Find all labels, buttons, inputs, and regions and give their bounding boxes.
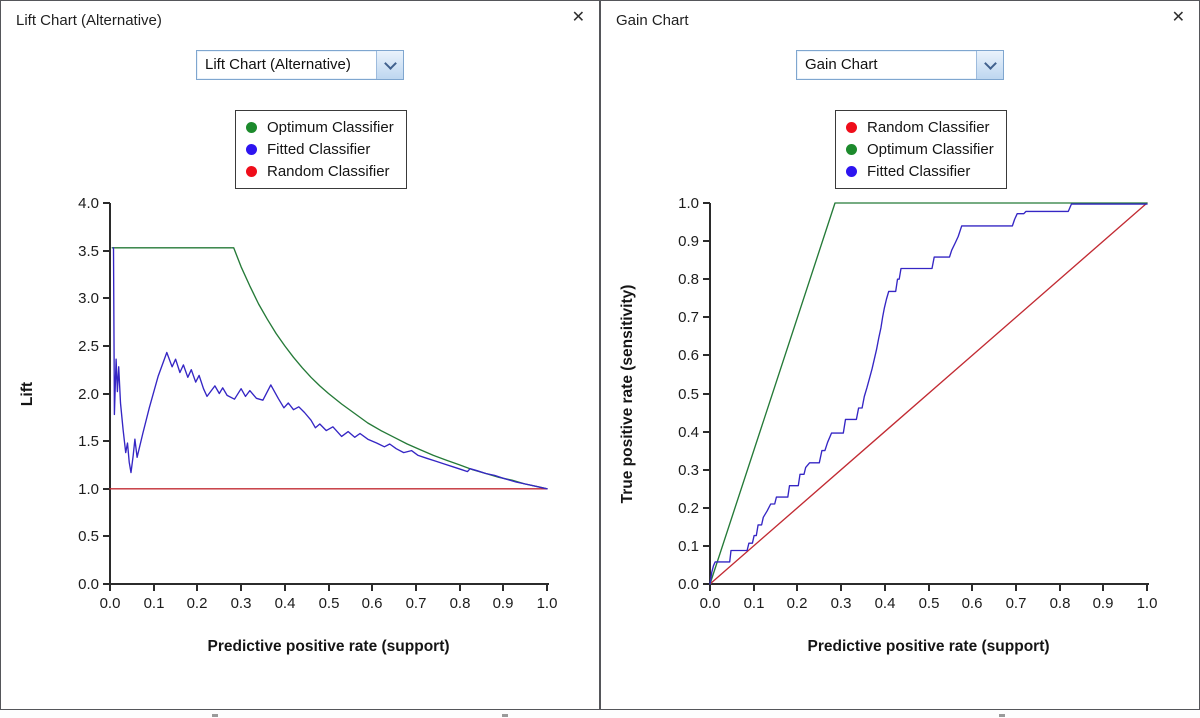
legend-label: Random Classifier (867, 118, 990, 136)
window-title: Lift Chart (Alternative) (16, 12, 162, 29)
legend-item: Optimum Classifier (846, 138, 994, 160)
lift-chart-window: Lift Chart (Alternative) ✕ Lift Chart (A… (0, 0, 600, 710)
x-axis-label: Predictive positive rate (support) (807, 638, 1049, 655)
x-tick-label: 0.8 (1050, 595, 1071, 612)
x-tick-label: 0.2 (187, 595, 208, 612)
series-line-fitted-classifier (709, 203, 1148, 585)
y-tick-label: 0.0 (678, 576, 699, 593)
x-tick-label: 0.5 (919, 595, 940, 612)
x-tick-label: 0.1 (144, 595, 165, 612)
y-tick-label: 2.0 (78, 386, 99, 403)
chevron-glyph (983, 56, 997, 70)
x-tick-label: 0.2 (787, 595, 808, 612)
x-tick-label: 0.5 (319, 595, 340, 612)
chart-type-selected-value: Gain Chart (805, 56, 878, 73)
legend-item: Random Classifier (846, 116, 994, 138)
chart-type-dropdown[interactable]: Gain Chart (796, 50, 1004, 80)
y-tick-label: 1.0 (78, 481, 99, 498)
x-tick-label: 0.3 (231, 595, 252, 612)
x-tick-label: 0.0 (700, 595, 721, 612)
y-tick-label: 0.7 (678, 309, 699, 326)
x-tick-label: 1.0 (1137, 595, 1158, 612)
y-tick-label: 0.1 (678, 538, 699, 555)
window-title: Gain Chart (616, 12, 689, 29)
x-tick-label: 0.0 (100, 595, 121, 612)
clipped-row-below (0, 710, 1200, 718)
legend-label: Fitted Classifier (267, 140, 371, 158)
gain-chart: 0.0 0.1 0.2 0.3 0.4 0.5 0.6 0.7 0.8 0.9 1.0 0.0 0.1 0… (619, 195, 1158, 655)
y-tick-label: 0.9 (678, 233, 699, 250)
y-tick-label: 2.5 (78, 338, 99, 355)
y-tick-label: 3.0 (78, 290, 99, 307)
clipped-content-mark (999, 714, 1005, 717)
legend-marker (246, 143, 257, 155)
close-icon[interactable]: ✕ (571, 9, 585, 26)
y-axis-label: True positive rate (sensitivity) (619, 285, 636, 504)
y-tick-label: 0.2 (678, 500, 699, 517)
axes (709, 203, 1149, 585)
x-tick-label: 0.7 (1006, 595, 1027, 612)
legend-item: Random Classifier (246, 160, 394, 182)
close-icon[interactable]: ✕ (1171, 9, 1185, 26)
y-tick-label: 0.5 (78, 528, 99, 545)
x-tick-label: 0.9 (493, 595, 514, 612)
legend-item: Fitted Classifier (246, 138, 394, 160)
y-tick-label: 0.6 (678, 347, 699, 364)
series-line-fitted-classifier (112, 247, 548, 490)
legend-label: Optimum Classifier (267, 118, 394, 136)
series-line-random-classifier (709, 202, 1148, 585)
lift-chart: 0.0 0.1 0.2 0.3 0.4 0.5 0.6 0.7 0.8 0.9 1.0 0.0 0.5 1… (19, 195, 558, 655)
legend-marker (846, 121, 857, 133)
legend: Random Classifier Optimum Classifier Fitte… (835, 110, 1007, 189)
x-tick-label: 0.3 (831, 595, 852, 612)
x-tick-label: 0.8 (450, 595, 471, 612)
chart-type-dropdown[interactable]: Lift Chart (Alternative) (196, 50, 404, 80)
legend-label: Random Classifier (267, 162, 390, 180)
axes (109, 203, 549, 585)
gain-chart-window: Gain Chart ✕ Gain Chart Random Classifie… (600, 0, 1200, 710)
legend-marker (846, 143, 857, 155)
x-tick-label: 0.6 (362, 595, 383, 612)
series-line-optimum-classifier (111, 247, 548, 490)
legend: Optimum Classifier Fitted Classifier Rando… (235, 110, 407, 189)
y-axis-label: Lift (19, 382, 36, 406)
y-tick-label: 1.0 (678, 195, 699, 212)
y-tick-label: 0.8 (678, 271, 699, 288)
legend-item: Fitted Classifier (846, 160, 994, 182)
chevron-down-icon[interactable] (976, 51, 1003, 79)
x-tick-label: 1.0 (537, 595, 558, 612)
legend-label: Optimum Classifier (867, 140, 994, 158)
x-tick-label: 0.9 (1093, 595, 1114, 612)
clipped-content-mark (502, 714, 508, 717)
x-tick-label: 0.4 (275, 595, 296, 612)
y-tick-label: 1.5 (78, 433, 99, 450)
y-tick-label: 3.5 (78, 243, 99, 260)
x-tick-label: 0.6 (962, 595, 983, 612)
y-tick-label: 4.0 (78, 195, 99, 212)
x-tick-label: 0.1 (744, 595, 765, 612)
x-tick-label: 0.4 (875, 595, 896, 612)
y-tick-label: 0.4 (678, 424, 699, 441)
legend-label: Fitted Classifier (867, 162, 971, 180)
chart-type-selected-value: Lift Chart (Alternative) (205, 56, 351, 73)
legend-marker (246, 121, 257, 133)
series-line-optimum-classifier (709, 202, 1148, 585)
chevron-glyph (383, 56, 397, 70)
legend-item: Optimum Classifier (246, 116, 394, 138)
legend-marker (846, 165, 857, 177)
x-axis-label: Predictive positive rate (support) (207, 638, 449, 655)
x-tick-label: 0.7 (406, 595, 427, 612)
chevron-down-icon[interactable] (376, 51, 403, 79)
legend-marker (246, 165, 257, 177)
y-tick-label: 0.5 (678, 386, 699, 403)
y-tick-label: 0.0 (78, 576, 99, 593)
clipped-content-mark (212, 714, 218, 717)
y-tick-label: 0.3 (678, 462, 699, 479)
